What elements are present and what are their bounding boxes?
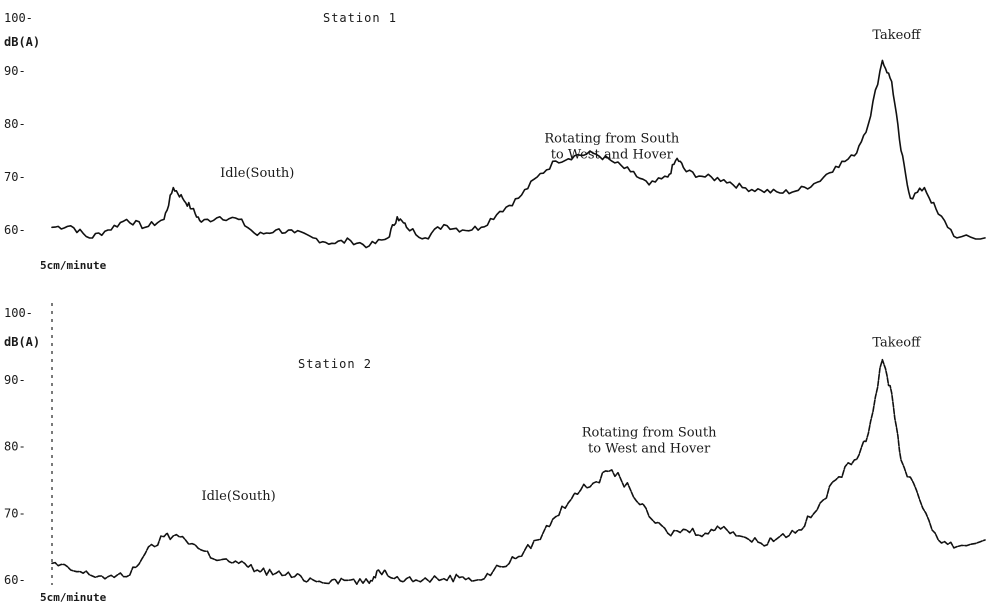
station-1-annotation-3-line-1: Takeoff — [872, 28, 922, 43]
station-2-speed-label: 5cm/minute — [40, 591, 107, 604]
station-1-y-unit-label: dB(A) — [4, 35, 40, 49]
station-1-y-tick-100: 100- — [4, 11, 33, 25]
station-1-y-tick-80: 80- — [4, 117, 26, 131]
station-2-title: Station 2 — [298, 357, 372, 371]
station-2-y-tick-60: 60- — [4, 573, 26, 587]
station-1-annotation-2: Rotating from South to West and Hover — [544, 132, 679, 163]
station-2-y-tick-90: 90- — [4, 373, 26, 387]
station-1-annotation-1: Idle(South) — [220, 166, 294, 181]
station-1-y-tick-90: 90- — [4, 64, 26, 78]
station-1-speed-label: 5cm/minute — [40, 259, 107, 272]
station-2-annotation-1: Idle(South) — [202, 489, 276, 504]
station-2-annotation-2: Rotating from South to West and Hover — [582, 425, 717, 456]
station-1-annotation-2-line-2: to West and Hover — [551, 148, 674, 163]
station-2-annotation-2-line-2: to West and Hover — [588, 441, 711, 456]
station-2-y-unit-label: dB(A) — [4, 335, 40, 349]
station-2-annotation-2-line-1: Rotating from South — [582, 425, 717, 440]
station-1-y-tick-60: 60- — [4, 223, 26, 237]
station-2-annotation-3: Takeoff — [872, 335, 922, 350]
station-1-annotation-1-line-1: Idle(South) — [220, 166, 294, 181]
station-1-noise-trace — [51, 59, 986, 249]
station-1-annotation-2-line-1: Rotating from South — [544, 132, 679, 147]
station-2-noise-trace — [51, 358, 986, 586]
station-2-y-tick-100: 100- — [4, 306, 33, 320]
station-2-y-tick-80: 80- — [4, 440, 26, 454]
station-1-annotation-3: Takeoff — [872, 28, 922, 43]
station-2-y-tick-70: 70- — [4, 506, 26, 520]
station-2-annotation-1-line-1: Idle(South) — [202, 489, 276, 504]
station-2-annotation-3-line-1: Takeoff — [872, 335, 922, 350]
station-1-y-tick-70: 70- — [4, 170, 26, 184]
station-1-title: Station 1 — [323, 11, 397, 25]
